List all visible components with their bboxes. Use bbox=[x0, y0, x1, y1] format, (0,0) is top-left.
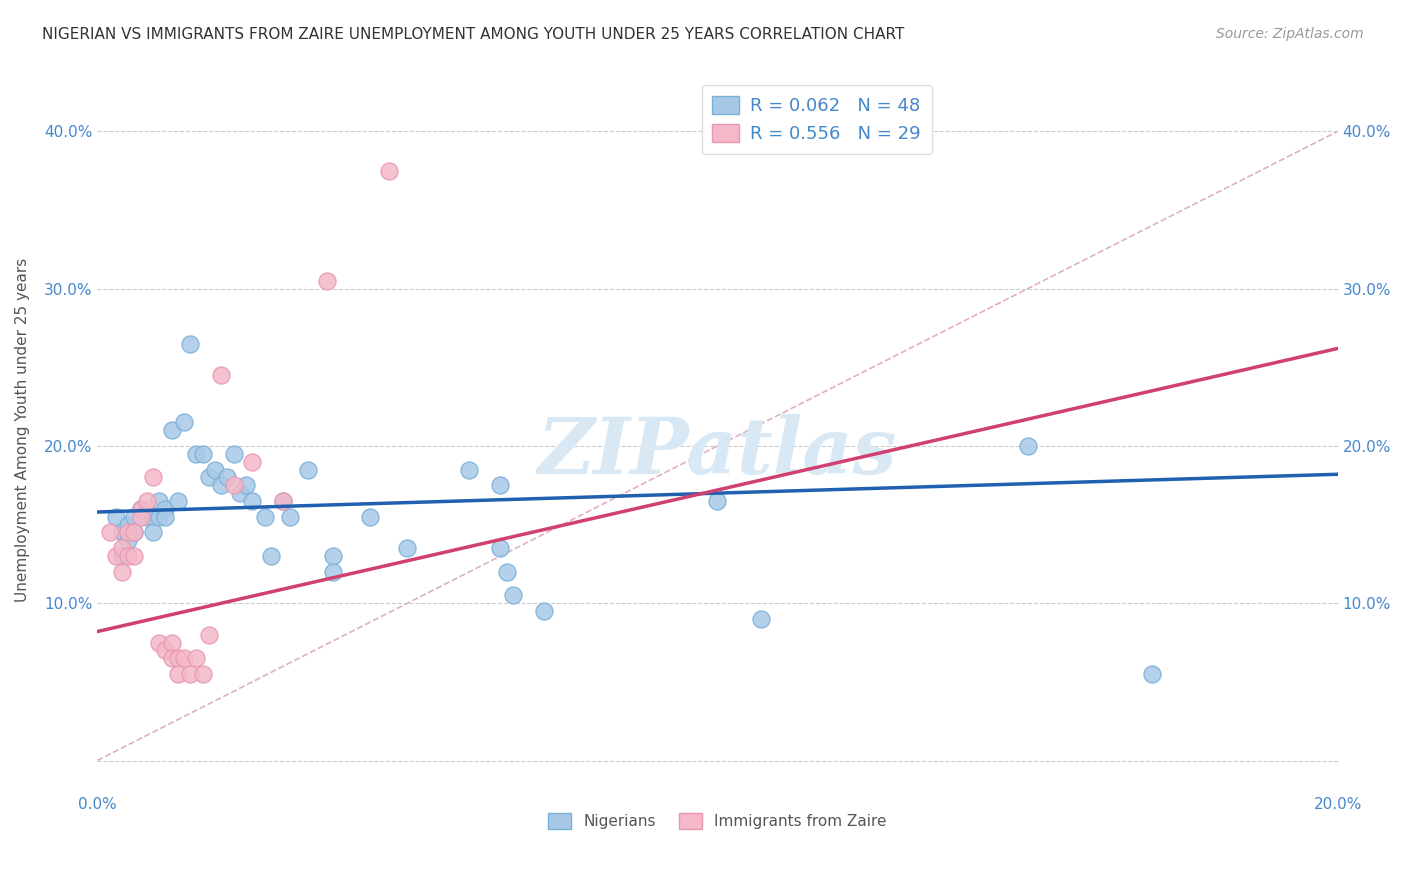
Point bbox=[111, 565, 134, 579]
Point bbox=[322, 565, 344, 579]
Point bbox=[160, 635, 183, 649]
Point bbox=[173, 416, 195, 430]
Text: Source: ZipAtlas.com: Source: ZipAtlas.com bbox=[1216, 27, 1364, 41]
Point bbox=[209, 368, 232, 383]
Point bbox=[260, 549, 283, 563]
Point bbox=[124, 525, 146, 540]
Point bbox=[98, 525, 121, 540]
Point bbox=[749, 612, 772, 626]
Point bbox=[117, 549, 139, 563]
Point bbox=[235, 478, 257, 492]
Point bbox=[198, 628, 221, 642]
Point bbox=[396, 541, 419, 556]
Point bbox=[1017, 439, 1039, 453]
Point bbox=[167, 651, 190, 665]
Point bbox=[117, 525, 139, 540]
Point bbox=[204, 462, 226, 476]
Point bbox=[458, 462, 481, 476]
Point bbox=[179, 336, 201, 351]
Point bbox=[155, 501, 177, 516]
Point bbox=[240, 494, 263, 508]
Point bbox=[117, 517, 139, 532]
Point bbox=[179, 667, 201, 681]
Point bbox=[124, 509, 146, 524]
Point bbox=[167, 494, 190, 508]
Point bbox=[142, 470, 165, 484]
Point bbox=[240, 455, 263, 469]
Point bbox=[359, 509, 381, 524]
Point bbox=[222, 447, 245, 461]
Point bbox=[148, 509, 170, 524]
Point bbox=[315, 274, 337, 288]
Point bbox=[186, 651, 208, 665]
Point bbox=[129, 501, 152, 516]
Point bbox=[167, 667, 190, 681]
Point bbox=[160, 423, 183, 437]
Legend: Nigerians, Immigrants from Zaire: Nigerians, Immigrants from Zaire bbox=[543, 806, 893, 835]
Point bbox=[191, 447, 214, 461]
Point bbox=[142, 525, 165, 540]
Point bbox=[502, 588, 524, 602]
Point bbox=[186, 447, 208, 461]
Text: NIGERIAN VS IMMIGRANTS FROM ZAIRE UNEMPLOYMENT AMONG YOUTH UNDER 25 YEARS CORREL: NIGERIAN VS IMMIGRANTS FROM ZAIRE UNEMPL… bbox=[42, 27, 904, 42]
Point bbox=[135, 509, 157, 524]
Point bbox=[229, 486, 252, 500]
Point bbox=[124, 549, 146, 563]
Point bbox=[155, 509, 177, 524]
Point bbox=[160, 651, 183, 665]
Point bbox=[111, 549, 134, 563]
Point bbox=[148, 494, 170, 508]
Point bbox=[209, 478, 232, 492]
Point bbox=[1140, 667, 1163, 681]
Point bbox=[217, 470, 239, 484]
Point bbox=[148, 635, 170, 649]
Point bbox=[271, 494, 294, 508]
Point bbox=[124, 525, 146, 540]
Point bbox=[377, 163, 399, 178]
Text: ZIPatlas: ZIPatlas bbox=[537, 414, 897, 491]
Point bbox=[135, 494, 157, 508]
Point bbox=[173, 651, 195, 665]
Point bbox=[111, 525, 134, 540]
Point bbox=[489, 541, 512, 556]
Point bbox=[111, 541, 134, 556]
Point bbox=[533, 604, 555, 618]
Point bbox=[297, 462, 319, 476]
Y-axis label: Unemployment Among Youth under 25 years: Unemployment Among Youth under 25 years bbox=[15, 258, 30, 602]
Point bbox=[253, 509, 276, 524]
Point bbox=[489, 478, 512, 492]
Point bbox=[495, 565, 517, 579]
Point bbox=[706, 494, 728, 508]
Point bbox=[191, 667, 214, 681]
Point bbox=[278, 509, 301, 524]
Point bbox=[117, 533, 139, 548]
Point bbox=[198, 470, 221, 484]
Point bbox=[271, 494, 294, 508]
Point bbox=[142, 509, 165, 524]
Point bbox=[322, 549, 344, 563]
Point bbox=[104, 549, 127, 563]
Point bbox=[222, 478, 245, 492]
Point bbox=[104, 509, 127, 524]
Point bbox=[129, 501, 152, 516]
Point bbox=[129, 509, 152, 524]
Point bbox=[155, 643, 177, 657]
